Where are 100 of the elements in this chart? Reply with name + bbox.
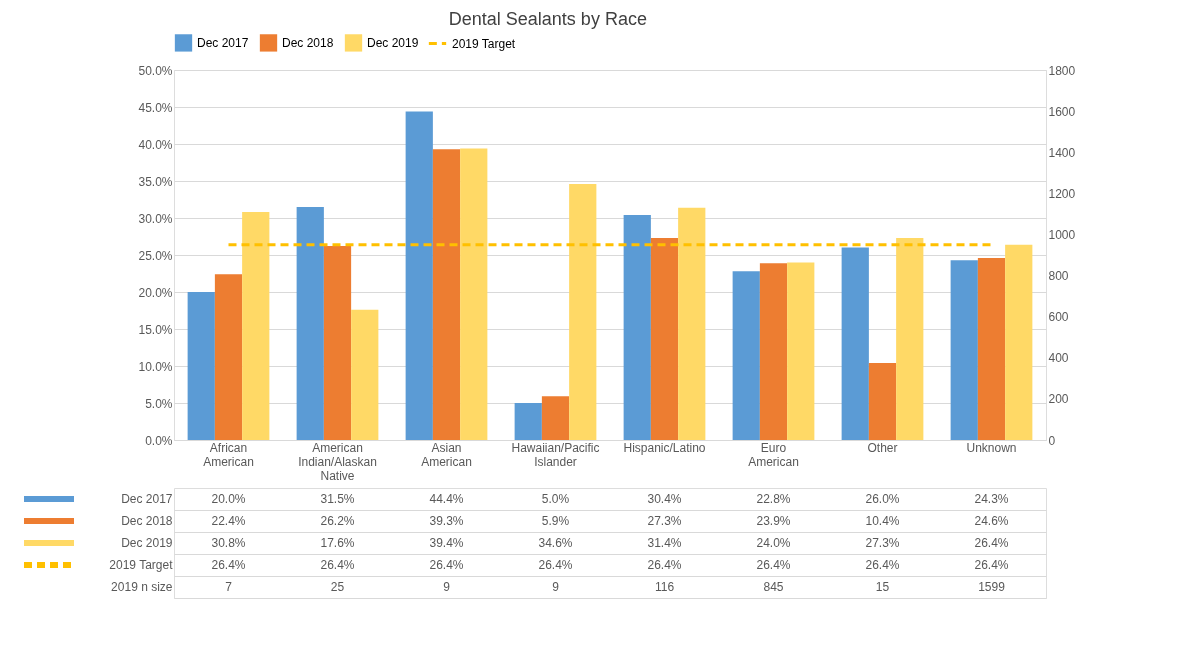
x-tick-label: Euro American <box>748 440 799 469</box>
data-label: 27.3% <box>647 514 682 528</box>
data-label: 39.3% <box>429 514 464 528</box>
legend-label: Dec 2017 <box>197 35 249 50</box>
legend-label: Dec 2018 <box>282 35 334 50</box>
y2-tick-label: 800 <box>1048 269 1069 284</box>
bar <box>323 246 352 440</box>
x-tick-label: Other <box>867 440 898 455</box>
bar <box>187 292 215 440</box>
data-label: 24.0% <box>756 536 791 550</box>
data-label: 5.9% <box>541 514 570 528</box>
bar <box>296 206 324 440</box>
y-tick-label: 35.0% <box>138 174 173 189</box>
data-label: 10.4% <box>865 514 900 528</box>
data-label: 30.8% <box>211 536 246 550</box>
y-tick-label: 0.0% <box>145 433 173 448</box>
data-label: 26.4% <box>865 558 900 572</box>
text: 25 <box>330 580 345 594</box>
data-label: 26.0% <box>865 492 900 506</box>
y2-tick-label: 200 <box>1048 392 1069 407</box>
x-tick-label: American Indian/Alaskan Native <box>298 440 377 483</box>
bar <box>650 237 679 440</box>
bar <box>460 148 488 440</box>
data-label: 22.8% <box>756 492 791 506</box>
data-label: 26.4% <box>211 558 246 572</box>
data-label: 26.4% <box>320 558 355 572</box>
text: 1599 <box>978 580 1006 594</box>
x-tick-label: Asian American <box>421 440 472 469</box>
data-label: 17.6% <box>320 536 355 550</box>
chart-title: Dental Sealants by Race <box>448 8 647 29</box>
bar <box>623 215 651 440</box>
data-label: 5.0% <box>541 492 570 506</box>
data-label: 30.4% <box>647 492 682 506</box>
data-label: 24.6% <box>974 514 1009 528</box>
bar <box>541 396 570 440</box>
data-label: 39.4% <box>429 536 464 550</box>
data-label: 26.4% <box>974 558 1009 572</box>
y-tick-label: 40.0% <box>138 137 173 152</box>
data-label: 31.4% <box>647 536 682 550</box>
data-label: 23.9% <box>756 514 791 528</box>
y-tick-label: 15.0% <box>138 322 173 337</box>
y2-tick-label: 1000 <box>1048 227 1076 242</box>
bar <box>787 262 815 440</box>
data-label: 20.0% <box>211 492 246 506</box>
bar <box>351 309 379 440</box>
y2-tick-label: 600 <box>1048 310 1069 325</box>
text: 845 <box>763 580 784 594</box>
text: 7 <box>225 580 233 594</box>
x-tick-label: Hawaiian/Pacific Islander <box>511 440 600 469</box>
data-label: 26.4% <box>756 558 791 572</box>
text: 9 <box>443 580 451 594</box>
bar <box>1005 244 1033 440</box>
data-label: 31.5% <box>320 492 355 506</box>
data-label: 26.2% <box>320 514 355 528</box>
bar <box>242 212 270 440</box>
y2-tick-label: 1600 <box>1048 104 1076 119</box>
bar <box>569 183 597 440</box>
bar <box>678 207 706 440</box>
y2-tick-label: 1200 <box>1048 186 1076 201</box>
text: 15 <box>875 580 890 594</box>
y-tick-label: 20.0% <box>138 285 173 300</box>
text: Dec 2017 <box>121 492 173 506</box>
data-label: 26.4% <box>538 558 573 572</box>
y-tick-label: 45.0% <box>138 100 173 115</box>
data-label: 22.4% <box>211 514 246 528</box>
y2-tick-label: 0 <box>1048 433 1056 448</box>
data-label: 26.4% <box>429 558 464 572</box>
x-tick-label: African American <box>203 440 254 469</box>
text: 9 <box>552 580 560 594</box>
bar <box>841 247 869 440</box>
text: 116 <box>654 580 675 594</box>
y-tick-label: 10.0% <box>138 359 173 374</box>
text: Dec 2019 <box>121 536 173 550</box>
bar <box>514 403 542 440</box>
legend-label: 2019 Target <box>452 36 516 51</box>
text: 2019 n size <box>111 580 173 594</box>
text: 2019 Target <box>109 558 173 572</box>
data-label: 27.3% <box>865 536 900 550</box>
bar <box>732 271 760 440</box>
bar <box>214 274 243 440</box>
data-label: 26.4% <box>647 558 682 572</box>
x-tick-label: Unknown <box>966 440 1017 455</box>
y-tick-label: 30.0% <box>138 211 173 226</box>
text: Dec 2018 <box>121 514 173 528</box>
y2-tick-label: 1800 <box>1048 63 1076 78</box>
data-label: 34.6% <box>538 536 573 550</box>
x-tick-label: Hispanic/Latino <box>623 440 706 455</box>
bar <box>868 363 897 440</box>
y-tick-label: 25.0% <box>138 248 173 263</box>
y2-tick-label: 1400 <box>1048 145 1076 160</box>
bar <box>759 263 788 440</box>
y2-tick-label: 400 <box>1048 351 1069 366</box>
bar <box>950 260 978 440</box>
bar <box>432 149 461 440</box>
legend-label: Dec 2019 <box>367 35 419 50</box>
y-tick-label: 50.0% <box>138 63 173 78</box>
bar <box>977 257 1006 440</box>
data-label: 26.4% <box>974 536 1009 550</box>
bar <box>896 237 924 440</box>
data-label: 24.3% <box>974 492 1009 506</box>
